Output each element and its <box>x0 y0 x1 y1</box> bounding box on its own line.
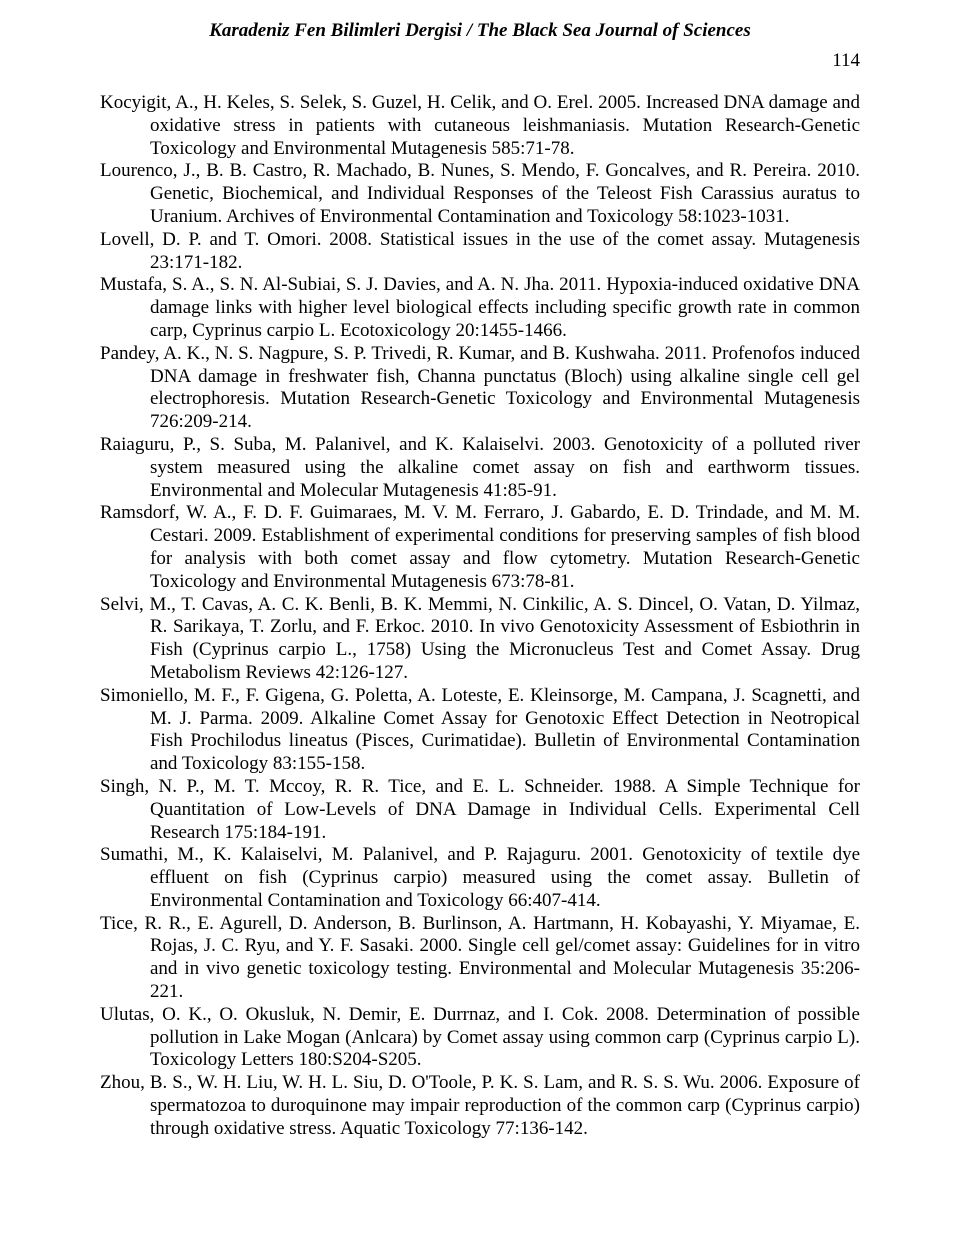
reference-item: Ramsdorf, W. A., F. D. F. Guimaraes, M. … <box>100 502 860 593</box>
reference-item: Zhou, B. S., W. H. Liu, W. H. L. Siu, D.… <box>100 1072 860 1140</box>
reference-item: Lourenco, J., B. B. Castro, R. Machado, … <box>100 160 860 228</box>
references-list: Kocyigit, A., H. Keles, S. Selek, S. Guz… <box>100 92 860 1141</box>
reference-item: Singh, N. P., M. T. Mccoy, R. R. Tice, a… <box>100 776 860 844</box>
reference-item: Kocyigit, A., H. Keles, S. Selek, S. Guz… <box>100 92 860 160</box>
reference-item: Pandey, A. K., N. S. Nagpure, S. P. Triv… <box>100 343 860 434</box>
page-number: 114 <box>100 50 860 72</box>
reference-item: Selvi, M., T. Cavas, A. C. K. Benli, B. … <box>100 594 860 685</box>
reference-item: Sumathi, M., K. Kalaiselvi, M. Palanivel… <box>100 844 860 912</box>
reference-item: Lovell, D. P. and T. Omori. 2008. Statis… <box>100 229 860 275</box>
reference-item: Tice, R. R., E. Agurell, D. Anderson, B.… <box>100 913 860 1004</box>
reference-item: Raiaguru, P., S. Suba, M. Palanivel, and… <box>100 434 860 502</box>
reference-item: Ulutas, O. K., O. Okusluk, N. Demir, E. … <box>100 1004 860 1072</box>
reference-item: Mustafa, S. A., S. N. Al-Subiai, S. J. D… <box>100 274 860 342</box>
journal-title: Karadeniz Fen Bilimleri Dergisi / The Bl… <box>100 20 860 42</box>
reference-item: Simoniello, M. F., F. Gigena, G. Poletta… <box>100 685 860 776</box>
